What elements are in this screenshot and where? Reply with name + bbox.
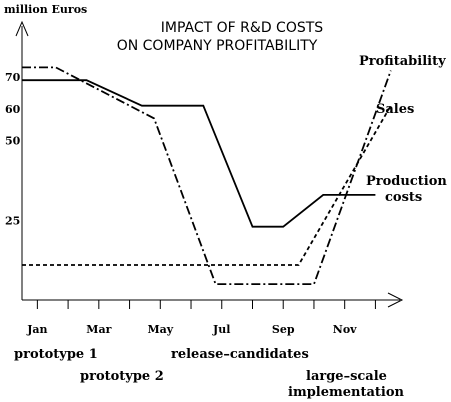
series-label-profitability: Profitability	[359, 54, 446, 69]
x-axis-arrow	[387, 292, 404, 308]
chart-title-line-1: IMPACT OF R&D COSTS	[161, 20, 323, 36]
y-axis-label: million Euros	[4, 3, 87, 16]
y-tick-label: 25	[5, 214, 20, 227]
milestone-large-scale: large–scale	[306, 369, 387, 384]
milestone-prototype-1: prototype 1	[14, 347, 98, 362]
y-tick-label: 60	[5, 103, 21, 116]
milestone-release-candidates: release–candidates	[171, 347, 309, 362]
x-tick-label: Jul	[212, 323, 230, 336]
y-tick-label: 70	[5, 71, 21, 84]
chart-title-line-2: ON COMPANY PROFITABILITY	[117, 38, 318, 54]
series-label-production-line-2: costs	[385, 190, 422, 205]
y-axis-arrow	[15, 20, 29, 37]
y-tick-label: 50	[5, 135, 21, 148]
x-tick-label: Mar	[86, 323, 111, 336]
series-line-profitability	[22, 66, 392, 286]
series-line-sales	[22, 105, 392, 266]
milestone-implementation: implementation	[288, 385, 405, 400]
x-tick-label: Sep	[272, 323, 295, 336]
x-tick-label: Nov	[333, 323, 357, 336]
x-tick-label: May	[147, 323, 173, 336]
series-label-sales: Sales	[376, 102, 414, 117]
milestone-prototype-2: prototype 2	[80, 369, 164, 384]
series-label-production-line-1: Production	[366, 174, 447, 189]
x-tick-label: Jan	[26, 323, 47, 336]
series-line-production-costs	[22, 79, 376, 228]
